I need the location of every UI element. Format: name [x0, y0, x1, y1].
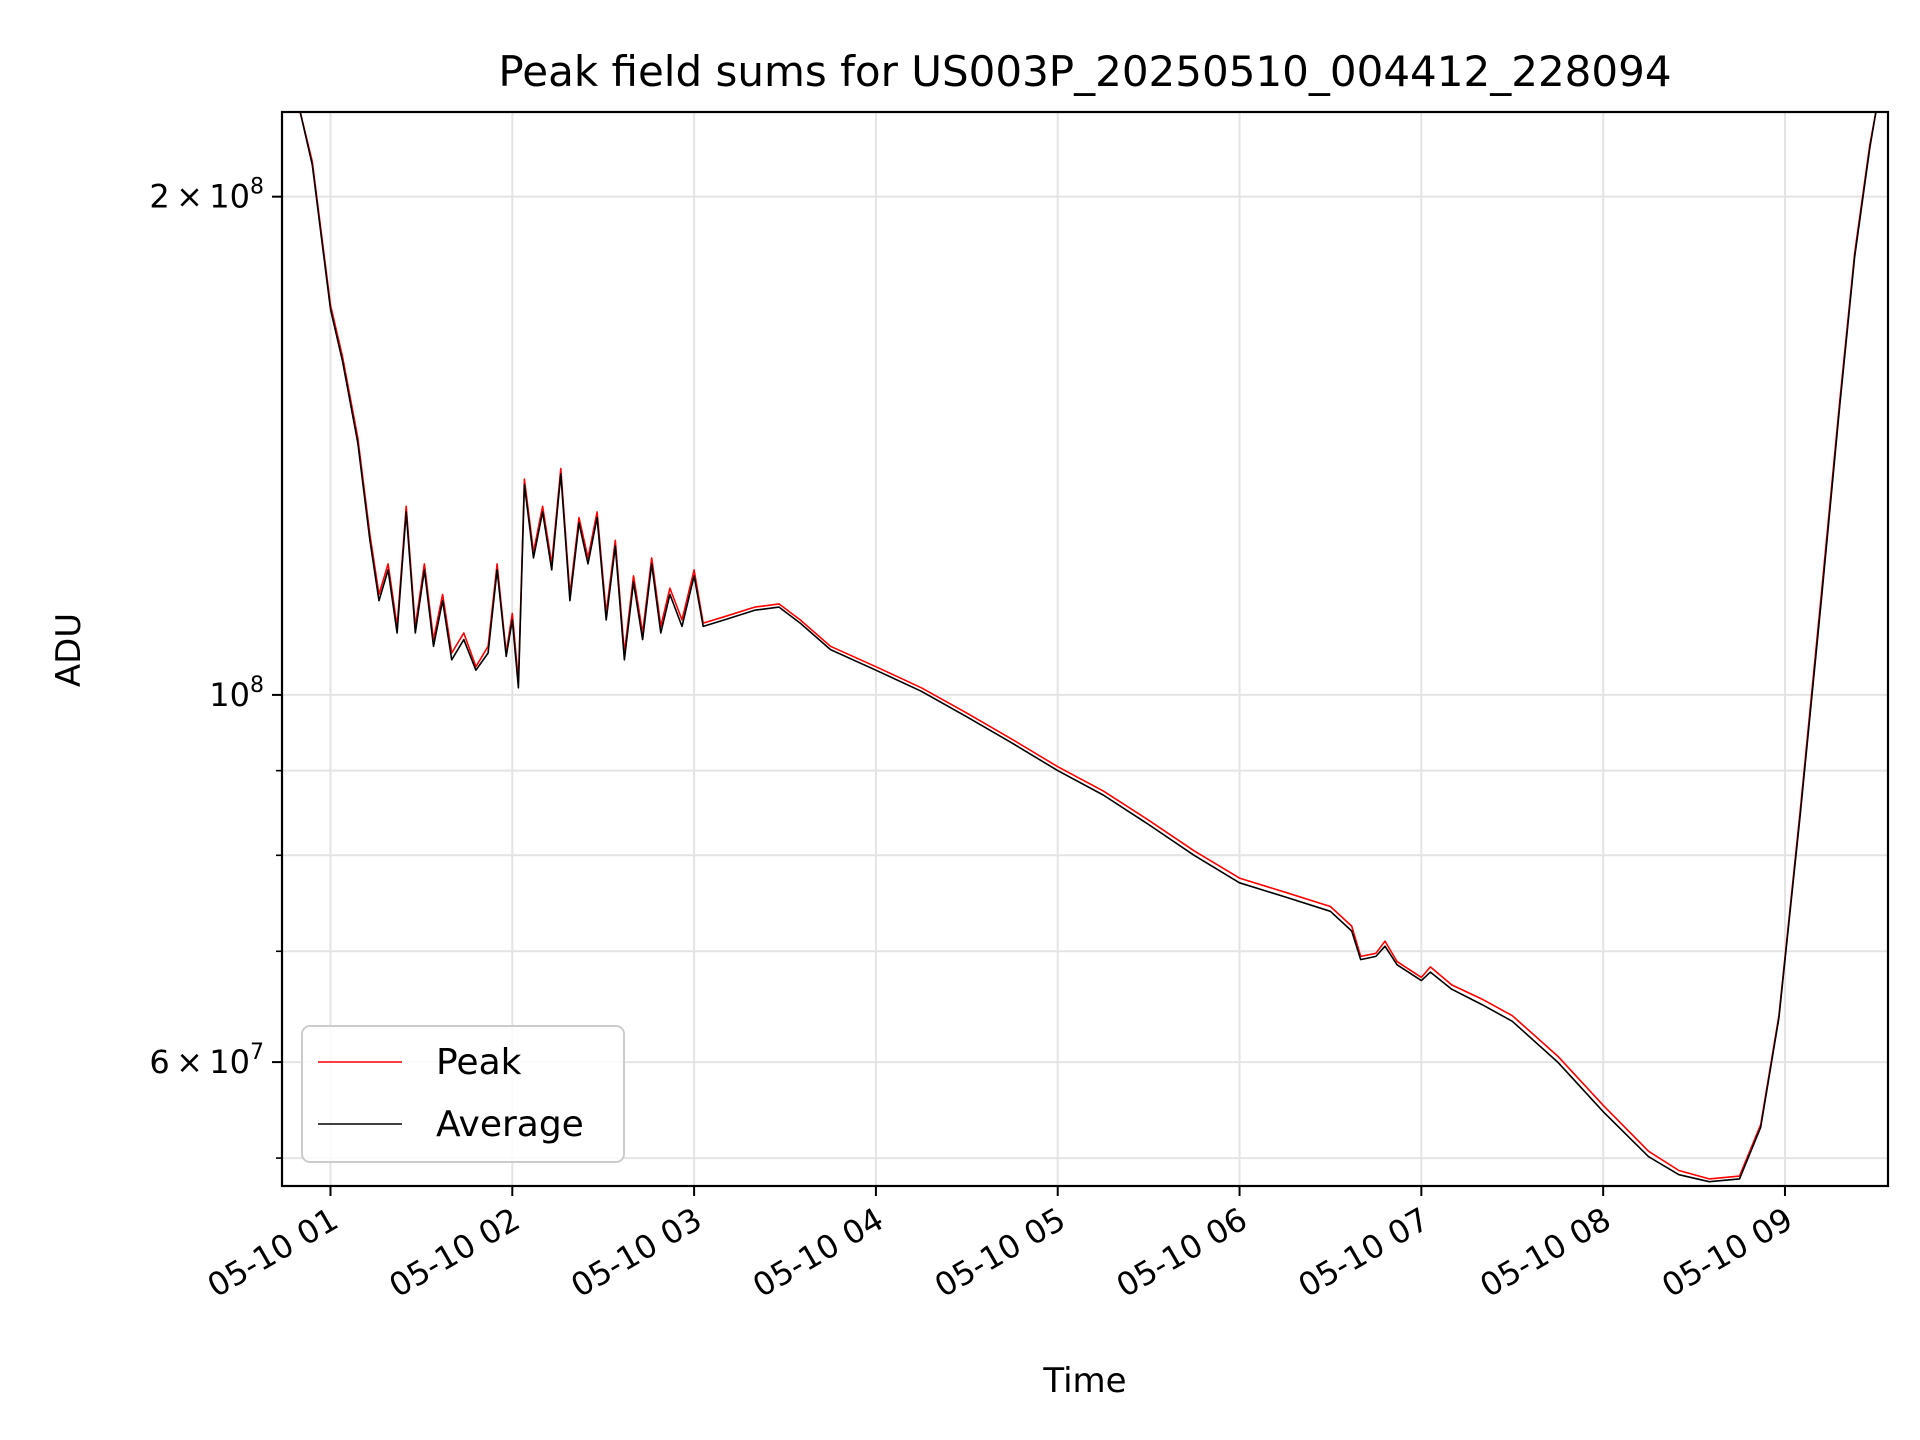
y-axis-label: ADU — [49, 613, 89, 687]
legend-label-peak: Peak — [436, 1042, 522, 1083]
legend-label-average: Average — [436, 1104, 584, 1145]
legend-box — [301, 1025, 625, 1163]
y-tick-label: 108 — [209, 673, 264, 714]
grid-layer — [282, 112, 1888, 1186]
series-line-average — [282, 111, 1888, 1183]
legend: Peak Average — [301, 1025, 625, 1163]
y-tick-label: 2 × 108 — [149, 175, 264, 216]
x-axis-label: Time — [1042, 1361, 1126, 1401]
chart-title: Peak field sums for US003P_20250510_0044… — [498, 47, 1671, 96]
series-layer — [282, 111, 1888, 1183]
y-tick-label: 6 × 107 — [149, 1040, 264, 1081]
plot-frame — [280, 110, 1890, 1188]
